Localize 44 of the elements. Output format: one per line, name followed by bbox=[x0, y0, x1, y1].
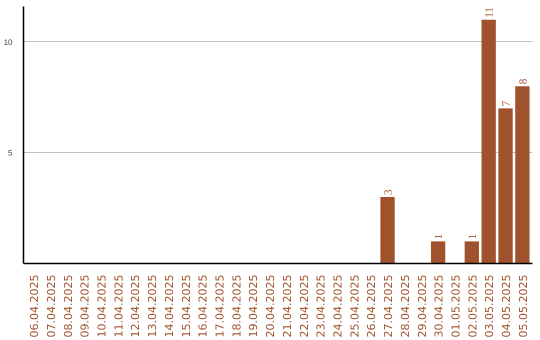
data-label: 1 bbox=[433, 234, 446, 240]
x-tick-label: 08.04.2025 bbox=[62, 274, 75, 338]
x-tick-label: 13.04.2025 bbox=[146, 274, 160, 338]
y-tick-label: 5 bbox=[8, 148, 14, 158]
x-tick-label: 29.04.2025 bbox=[416, 274, 429, 338]
x-tick-label: 04.05.2025 bbox=[500, 274, 514, 338]
bar bbox=[515, 86, 530, 264]
x-tick-label: 14.04.2025 bbox=[162, 274, 176, 338]
x-tick-label: 03.05.2025 bbox=[483, 274, 496, 338]
x-tick-label: 20.04.2025 bbox=[264, 274, 278, 338]
x-tick-label: 02.05.2025 bbox=[466, 274, 480, 338]
bar bbox=[498, 108, 513, 264]
data-label: 7 bbox=[500, 100, 513, 106]
data-label: 1 bbox=[466, 234, 479, 240]
bar bbox=[482, 20, 496, 264]
bar bbox=[464, 241, 479, 264]
x-tick-label: 15.04.2025 bbox=[180, 274, 193, 338]
data-label: 11 bbox=[484, 7, 496, 18]
x-tick-label: 22.04.2025 bbox=[298, 274, 311, 338]
x-tick-label: 30.04.2025 bbox=[432, 274, 446, 338]
x-tick-label: 12.04.2025 bbox=[129, 274, 142, 338]
data-label: 3 bbox=[382, 189, 395, 196]
data-label: 8 bbox=[517, 78, 530, 84]
x-tick-label: 17.04.2025 bbox=[214, 274, 227, 338]
x-tick-label: 11.04.2025 bbox=[112, 274, 126, 338]
x-tick-label: 28.04.2025 bbox=[398, 274, 412, 338]
x-tick-label: 21.04.2025 bbox=[280, 274, 294, 338]
x-tick-label: 18.04.2025 bbox=[230, 274, 244, 338]
x-tick-label: 25.04.2025 bbox=[348, 274, 362, 338]
bar bbox=[380, 197, 395, 264]
x-tick-label: 01.05.2025 bbox=[449, 274, 462, 338]
x-tick-label: 06.04.2025 bbox=[28, 274, 42, 338]
x-tick-label: 27.04.2025 bbox=[382, 274, 396, 338]
x-tick-label: 24.04.2025 bbox=[331, 274, 344, 338]
x-tick-label: 19.04.2025 bbox=[247, 274, 260, 338]
x-tick-label: 26.04.2025 bbox=[365, 274, 378, 338]
x-tick-label: 10.04.2025 bbox=[96, 274, 109, 338]
x-tick-label: 07.04.2025 bbox=[44, 274, 58, 338]
x-tick-label: 09.04.2025 bbox=[78, 274, 92, 338]
x-tick-label: 16.04.2025 bbox=[196, 274, 210, 338]
y-tick-label: 10 bbox=[4, 38, 14, 47]
bar bbox=[430, 241, 446, 264]
x-tick-label: 23.04.2025 bbox=[314, 274, 328, 338]
x-tick-label: 05.05.2025 bbox=[516, 274, 530, 338]
